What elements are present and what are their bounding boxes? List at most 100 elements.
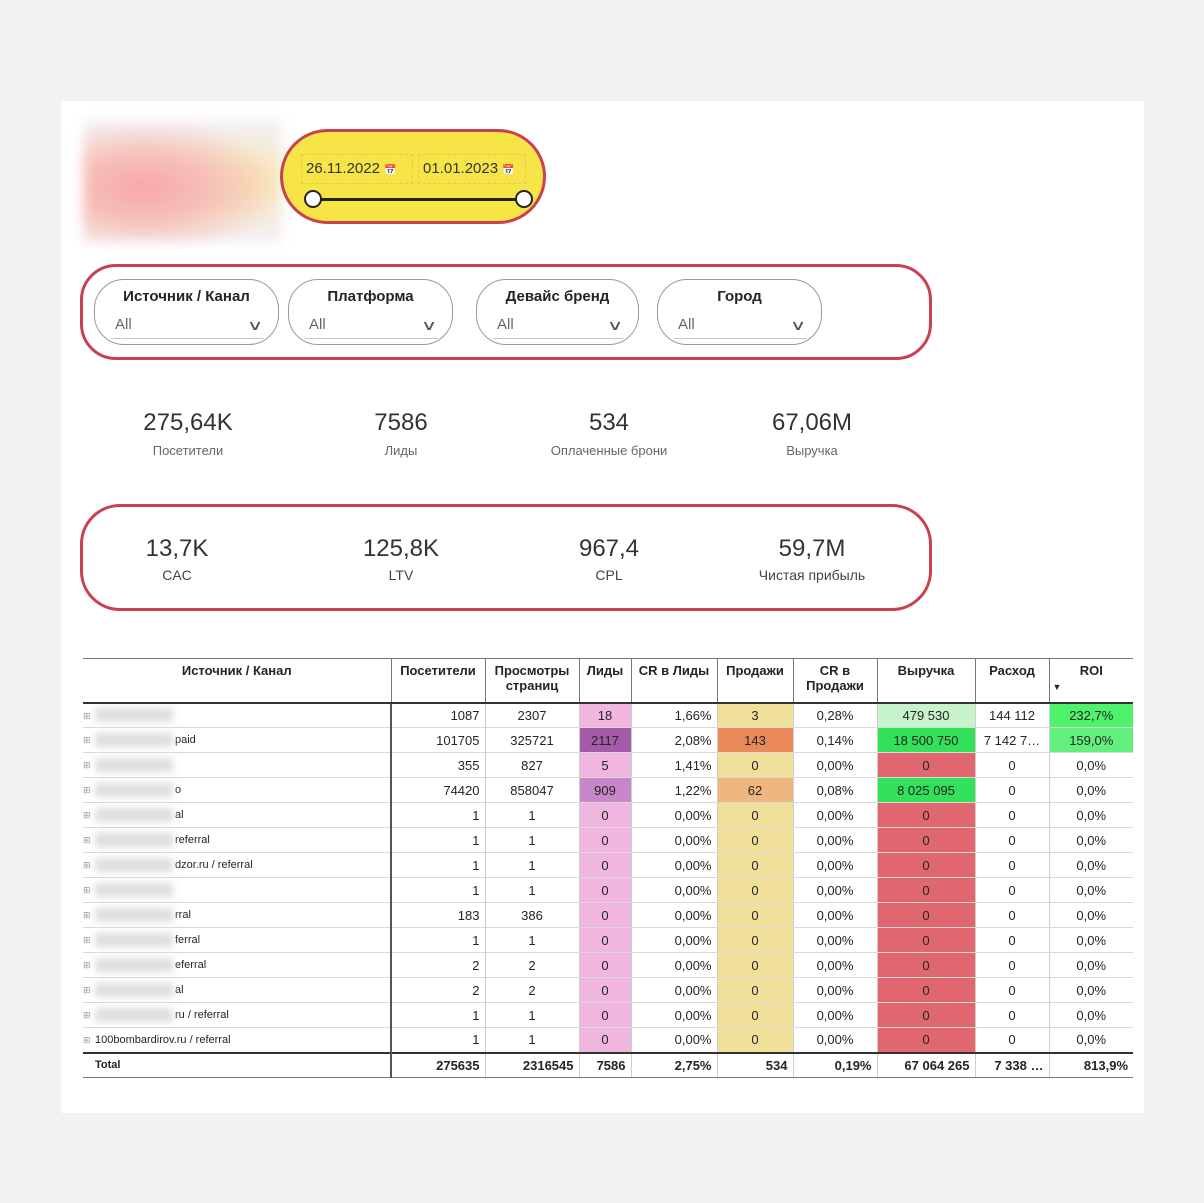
cell-source[interactable]: ⊞	[83, 702, 392, 728]
cell-sales: 0	[716, 852, 793, 878]
filter-dropdown[interactable]: All ∨	[305, 312, 438, 339]
expand-row-icon[interactable]: ⊞	[83, 1010, 91, 1020]
table-row[interactable]: ⊞ 355 827 5 1,41% 0 0,00% 0 0 0,0%	[83, 752, 1133, 778]
start-date-input[interactable]: 26.11.2022 📅	[301, 154, 413, 184]
table-row[interactable]: ⊞ ferral 1 1 0 0,00% 0 0,00% 0 0 0,0%	[83, 927, 1133, 953]
filter-city[interactable]: Город All ∨	[657, 279, 822, 345]
kpi-label: Посетители	[152, 443, 224, 458]
table-row[interactable]: ⊞ ru / referral 1 1 0 0,00% 0 0,00% 0 0 0,0%	[83, 1002, 1133, 1028]
chevron-down-icon[interactable]: ∨	[246, 317, 264, 333]
cell-source[interactable]: ⊞ o	[83, 777, 392, 803]
calendar-icon[interactable]: 📅	[502, 165, 515, 176]
cell-cr-sales: 0,00%	[792, 1027, 877, 1053]
expand-row-icon[interactable]: ⊞	[83, 785, 91, 795]
col-header-roi[interactable]: ROI ▼	[1048, 658, 1133, 704]
col-header-cost[interactable]: Расход	[974, 658, 1049, 704]
cell-revenue: 0	[876, 952, 975, 978]
cell-source[interactable]: ⊞	[83, 752, 392, 778]
calendar-icon[interactable]: 📅	[383, 165, 397, 176]
date-slider-start-handle[interactable]	[304, 190, 322, 208]
cell-pageviews: 1	[484, 1027, 579, 1053]
table-header-row: Источник / Канал Посетители Просмотры ст…	[83, 658, 1133, 704]
filter-dropdown[interactable]: All ∨	[674, 312, 807, 339]
table-row[interactable]: ⊞ 1 1 0 0,00% 0 0,00% 0 0 0,0%	[83, 877, 1133, 903]
cell-source[interactable]: ⊞ rral	[83, 902, 392, 928]
chevron-down-icon[interactable]: ∨	[420, 317, 438, 333]
cell-source[interactable]: ⊞ al	[83, 802, 392, 828]
col-header-cr-leads[interactable]: CR в Лиды	[630, 658, 717, 704]
chevron-down-icon[interactable]: ∨	[789, 317, 807, 333]
cell-visitors: 74420	[390, 777, 485, 803]
expand-row-icon[interactable]: ⊞	[83, 885, 91, 895]
kpi-revenue: 67,06M Выручка	[702, 409, 922, 458]
chevron-down-icon[interactable]: ∨	[606, 317, 624, 333]
table-row[interactable]: ⊞ dzor.ru / referral 1 1 0 0,00% 0 0,00% 0 0 0,0%	[83, 852, 1133, 878]
col-header-cr-sales[interactable]: CR в Продажи	[792, 658, 877, 704]
cell-source[interactable]: ⊞ dzor.ru / referral	[83, 852, 392, 878]
table-row[interactable]: ⊞ rral 183 386 0 0,00% 0 0,00% 0 0 0,0%	[83, 902, 1133, 928]
expand-row-icon[interactable]: ⊞	[83, 935, 91, 945]
cell-cr-leads: 0,00%	[630, 877, 717, 903]
cell-revenue: 8 025 095	[876, 777, 975, 803]
expand-row-icon[interactable]: ⊞	[83, 835, 91, 845]
kpi-value: 125,8K	[362, 535, 440, 562]
source-label: al	[175, 983, 184, 996]
cell-source[interactable]: ⊞ referral	[83, 827, 392, 853]
filter-platform[interactable]: Платформа All ∨	[288, 279, 453, 345]
expand-row-icon[interactable]: ⊞	[83, 735, 91, 745]
cell-pageviews: 1	[484, 802, 579, 828]
filter-dropdown[interactable]: All ∨	[111, 312, 264, 339]
expand-row-icon[interactable]: ⊞	[83, 960, 91, 970]
sort-desc-icon[interactable]: ▼	[1052, 682, 1062, 692]
redacted-source-name	[95, 858, 173, 872]
cell-cost: 0	[974, 877, 1049, 903]
cell-source[interactable]: ⊞ 100bombardirov.ru / referral	[83, 1027, 392, 1053]
filter-title: Девайс бренд	[505, 288, 610, 305]
col-header-visitors[interactable]: Посетители	[390, 658, 485, 704]
cell-cr-leads: 0,00%	[630, 952, 717, 978]
cell-visitors: 1087	[390, 702, 485, 728]
expand-row-icon[interactable]: ⊞	[83, 760, 91, 770]
cell-source[interactable]: ⊞ paid	[83, 727, 392, 753]
cell-revenue: 18 500 750	[876, 727, 975, 753]
date-slider-track[interactable]	[313, 198, 525, 201]
col-header-pageviews[interactable]: Просмотры страниц	[484, 658, 579, 704]
filter-dropdown[interactable]: All ∨	[493, 312, 624, 339]
expand-row-icon[interactable]: ⊞	[83, 985, 91, 995]
col-header-source[interactable]: Источник / Канал	[83, 658, 391, 704]
col-header-sales[interactable]: Продажи	[716, 658, 793, 704]
col-header-revenue[interactable]: Выручка	[876, 658, 975, 704]
expand-row-icon[interactable]: ⊞	[83, 710, 91, 721]
expand-row-icon[interactable]: ⊞	[83, 1035, 91, 1045]
filters-outline	[80, 264, 932, 360]
cell-roi: 0,0%	[1048, 952, 1133, 978]
table-row[interactable]: ⊞ referral 1 1 0 0,00% 0 0,00% 0 0 0,0%	[83, 827, 1133, 853]
cell-source[interactable]: ⊞ ferral	[83, 927, 392, 953]
filter-title: Город	[717, 288, 762, 305]
table-row[interactable]: ⊞ 1087 2307 18 1,66% 3 0,28% 479 530 144 112 232,…	[83, 702, 1133, 728]
expand-row-icon[interactable]: ⊞	[83, 910, 91, 920]
expand-row-icon[interactable]: ⊞	[83, 810, 91, 820]
cell-pageviews: 386	[484, 902, 579, 928]
cell-sales: 0	[716, 877, 793, 903]
filter-device-brand[interactable]: Девайс бренд All ∨	[476, 279, 639, 345]
table-row[interactable]: ⊞ o 74420 858047 909 1,22% 62 0,08% 8 025 095 0 0,…	[83, 777, 1133, 803]
cell-source[interactable]: ⊞ eferral	[83, 952, 392, 978]
cell-source[interactable]: ⊞	[83, 877, 392, 903]
table-total-row: Total 275635 2316545 7586 2,75% 534 0,19% 67 06…	[83, 1051, 1133, 1078]
cell-source[interactable]: ⊞ ru / referral	[83, 1002, 392, 1028]
cell-visitors: 1	[390, 877, 485, 903]
table-row[interactable]: ⊞ al 2 2 0 0,00% 0 0,00% 0 0 0,0%	[83, 977, 1133, 1003]
date-slider-end-handle[interactable]	[515, 190, 533, 208]
table-row[interactable]: ⊞ paid 101705 325721 2117 2,08% 143 0,14% 18 500…	[83, 727, 1133, 753]
cell-sales: 62	[716, 777, 793, 803]
filter-source-channel[interactable]: Источник / Канал All ∨	[94, 279, 279, 345]
table-row[interactable]: ⊞ 100bombardirov.ru / referral 1 1 0 0,00% 0 0,…	[83, 1027, 1133, 1053]
cell-source[interactable]: ⊞ al	[83, 977, 392, 1003]
kpi-net-profit: 59,7M Чистая прибыль	[702, 535, 922, 583]
end-date-input[interactable]: 01.01.2023 📅	[418, 154, 526, 184]
table-row[interactable]: ⊞ al 1 1 0 0,00% 0 0,00% 0 0 0,0%	[83, 802, 1133, 828]
col-header-leads[interactable]: Лиды	[578, 658, 631, 704]
table-row[interactable]: ⊞ eferral 2 2 0 0,00% 0 0,00% 0 0 0,0%	[83, 952, 1133, 978]
expand-row-icon[interactable]: ⊞	[83, 860, 91, 870]
